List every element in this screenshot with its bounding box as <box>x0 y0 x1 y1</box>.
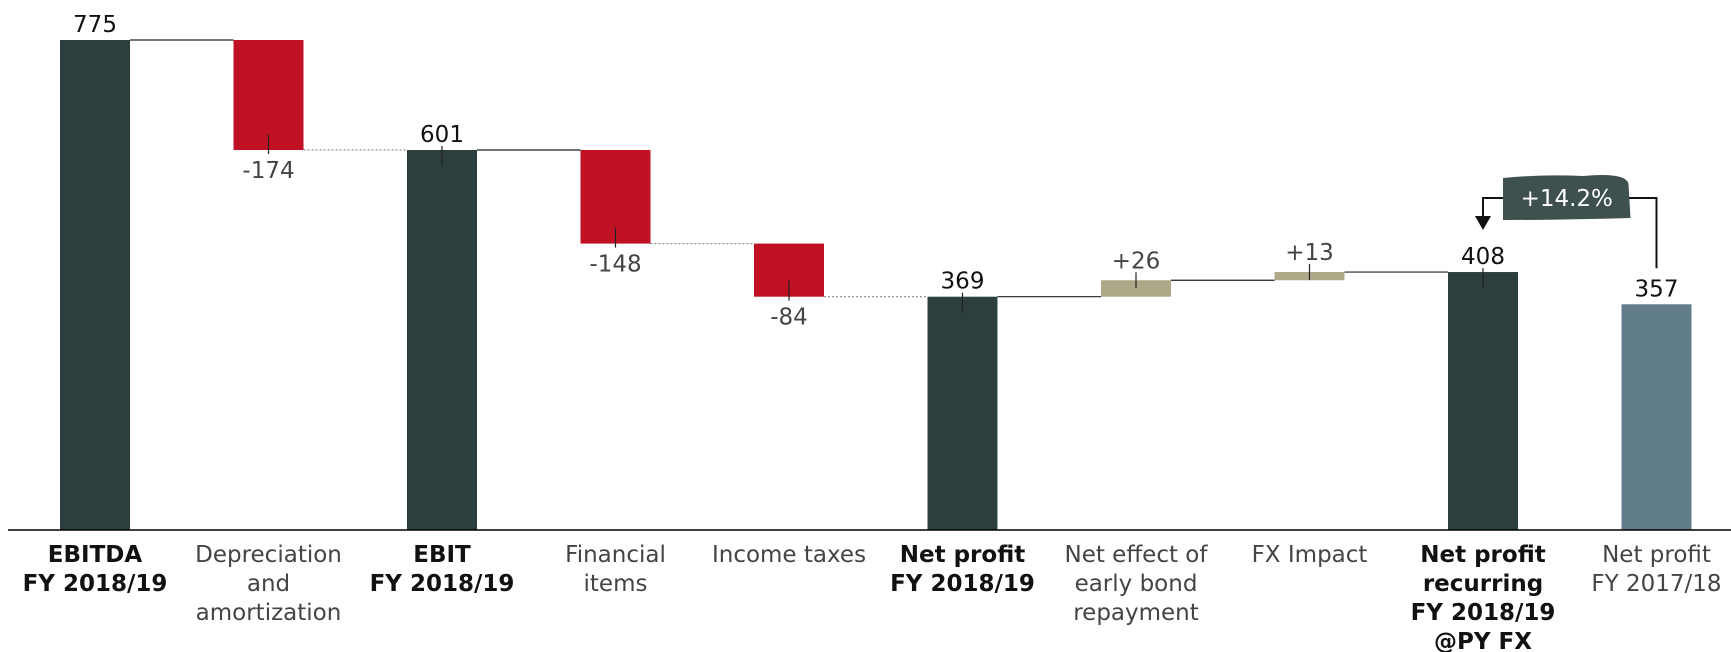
value-label-net-profit: 369 <box>941 269 985 295</box>
category-label-ebitda: EBITDA FY 2018/19 <box>23 542 168 597</box>
category-label-line: EBITDA <box>48 542 143 568</box>
category-label-line: items <box>584 571 648 597</box>
value-label-financial-items: -148 <box>589 252 641 278</box>
bar-net-profit-recurring <box>1448 272 1518 530</box>
bars <box>60 40 1692 530</box>
category-label-line: and <box>247 571 290 597</box>
category-label-line: Net profit <box>900 542 1026 568</box>
category-label-depreciation: Depreciation and amortization <box>195 542 342 626</box>
category-label-net-profit-recurring: Net profit recurring FY 2018/19 @PY FX <box>1411 542 1556 652</box>
value-label-ebit: 601 <box>420 122 464 148</box>
category-label-line: FY 2018/19 <box>370 571 515 597</box>
category-label-line: FY 2018/19 <box>23 571 168 597</box>
value-label-net-profit-recurring: 408 <box>1461 244 1505 270</box>
connector-lines <box>130 39 1448 298</box>
comparison-line-right <box>1626 197 1658 269</box>
bar-bond-repayment <box>1101 280 1171 297</box>
category-label-line: Income taxes <box>712 542 866 568</box>
category-label-net-profit: Net profit FY 2018/19 <box>890 542 1035 597</box>
category-label-line: repayment <box>1073 600 1199 626</box>
category-label-fx-impact: FX Impact <box>1252 542 1368 568</box>
category-label-line: recurring <box>1423 571 1543 597</box>
category-label-line: Financial <box>565 542 666 568</box>
bar-net-profit-prior <box>1621 304 1692 530</box>
comparison-badge <box>1503 175 1631 220</box>
value-ticks <box>267 134 1484 313</box>
category-label-line: FY 2017/18 <box>1591 571 1721 597</box>
value-labels: 775 -174 601 -148 -84 369 +26 +13 408 357 <box>73 12 1678 331</box>
category-label-line: Net profit <box>1420 542 1546 568</box>
category-label-line: Depreciation <box>195 542 342 568</box>
value-label-ebitda: 775 <box>73 12 117 38</box>
value-label-bond-repayment: +26 <box>1112 248 1161 274</box>
value-label-income-taxes: -84 <box>770 305 808 331</box>
category-label-line: Net profit <box>1602 542 1711 568</box>
comparison-arrowhead <box>1475 216 1491 230</box>
category-labels: EBITDA FY 2018/19 Depreciation and amortizat… <box>23 542 1722 652</box>
category-label-line: early bond <box>1075 571 1198 597</box>
value-label-depreciation: -174 <box>242 158 294 184</box>
value-label-net-profit-prior: 357 <box>1635 276 1679 302</box>
category-label-line: @PY FX <box>1434 629 1532 652</box>
category-label-income-taxes: Income taxes <box>712 542 866 568</box>
comparison-badge-label: +14.2% <box>1521 186 1613 212</box>
category-label-net-profit-prior: Net profit FY 2017/18 <box>1591 542 1721 597</box>
category-label-line: FX Impact <box>1252 542 1368 568</box>
category-label-line: Net effect of <box>1065 542 1209 568</box>
comparison-annotation: +14.2% <box>1475 175 1658 269</box>
category-label-line: amortization <box>196 600 342 626</box>
category-label-line: EBIT <box>413 542 471 568</box>
category-label-financial-items: Financial items <box>565 542 666 597</box>
category-label-ebit: EBIT FY 2018/19 <box>370 542 515 597</box>
bar-ebit <box>407 150 477 530</box>
category-label-line: FY 2018/19 <box>890 571 1035 597</box>
bar-ebitda <box>60 40 130 530</box>
value-label-fx-impact: +13 <box>1285 240 1334 266</box>
category-label-bond-repayment: Net effect of early bond repayment <box>1065 542 1209 626</box>
bar-depreciation <box>233 40 304 151</box>
category-label-line: FY 2018/19 <box>1411 600 1556 626</box>
bar-net-profit <box>927 296 998 530</box>
